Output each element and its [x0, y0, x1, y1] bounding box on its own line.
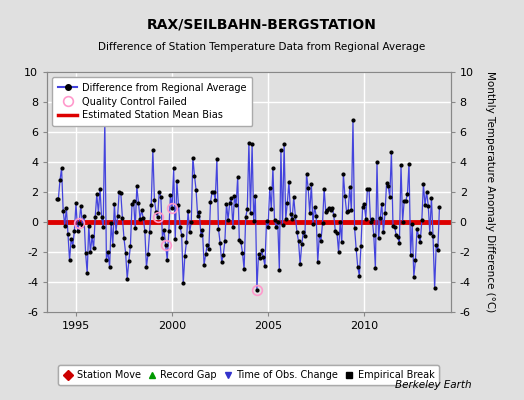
- Y-axis label: Monthly Temperature Anomaly Difference (°C): Monthly Temperature Anomaly Difference (…: [485, 71, 495, 313]
- Text: Difference of Station Temperature Data from Regional Average: Difference of Station Temperature Data f…: [99, 42, 425, 52]
- Legend: Station Move, Record Gap, Time of Obs. Change, Empirical Break: Station Move, Record Gap, Time of Obs. C…: [59, 366, 439, 385]
- Text: Berkeley Earth: Berkeley Earth: [395, 380, 472, 390]
- Text: RAX/SEILBAHN-BERGSTATION: RAX/SEILBAHN-BERGSTATION: [147, 18, 377, 32]
